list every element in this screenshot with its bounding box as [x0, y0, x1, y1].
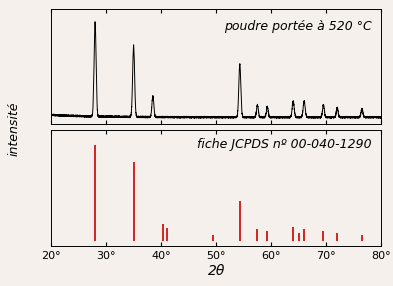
- Text: poudre portée à 520 °C: poudre portée à 520 °C: [224, 20, 371, 33]
- Text: fiche JCPDS nº 00-040-1290: fiche JCPDS nº 00-040-1290: [196, 138, 371, 151]
- Text: intensité: intensité: [7, 102, 20, 156]
- X-axis label: 2θ: 2θ: [208, 264, 225, 278]
